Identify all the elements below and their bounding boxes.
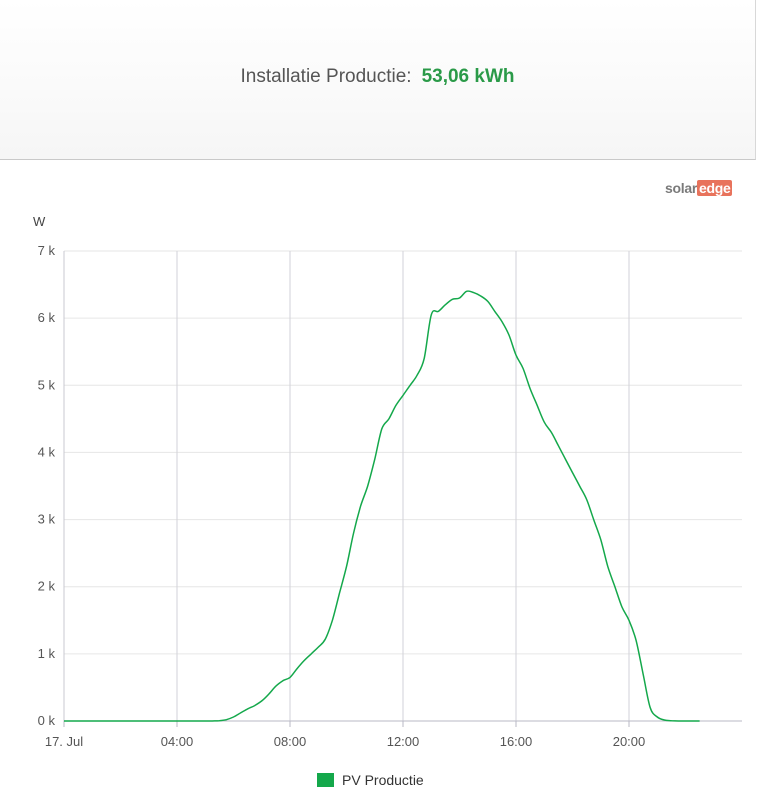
y-tick-label: 1 k xyxy=(38,646,56,661)
y-tick-label: 6 k xyxy=(38,310,56,325)
x-tick-label: 16:00 xyxy=(500,734,533,749)
production-value: 53,06 kWh xyxy=(421,66,515,87)
legend-swatch xyxy=(317,773,334,787)
x-tick-label: 17. Jul xyxy=(45,734,83,749)
y-axis-unit-label: W xyxy=(33,214,46,229)
logo-solar: solar xyxy=(665,180,697,196)
production-chart: 0 k 1 k 2 k 3 k 4 k 5 k 6 k 7 k 17. Jul 04:00 08:0… xyxy=(38,243,742,749)
y-tick-label: 5 k xyxy=(38,377,56,392)
series-line-pv-productie xyxy=(63,290,700,722)
solaredge-logo: solar edge xyxy=(665,180,733,196)
logo-edge: edge xyxy=(696,180,733,196)
x-tick-label: 12:00 xyxy=(387,734,420,749)
chart-legend[interactable]: PV Productie xyxy=(317,772,424,788)
legend-label-pv-productie: PV Productie xyxy=(342,772,424,788)
chart-tick-labels: 0 k 1 k 2 k 3 k 4 k 5 k 6 k 7 k 17. Jul 04:00 08:0… xyxy=(38,243,646,749)
x-tick-label: 04:00 xyxy=(161,734,194,749)
summary-header: Installatie Productie: 53,06 kWh xyxy=(0,0,756,160)
production-label: Installatie Productie: xyxy=(240,66,412,87)
y-tick-label: 0 k xyxy=(38,713,56,728)
y-tick-label: 7 k xyxy=(38,243,56,258)
y-tick-label: 4 k xyxy=(38,444,56,459)
x-tick-label: 08:00 xyxy=(274,734,307,749)
chart-plot-area xyxy=(63,290,700,722)
chart-grid xyxy=(64,250,742,721)
x-tick-label: 20:00 xyxy=(613,734,646,749)
y-tick-label: 3 k xyxy=(38,512,56,527)
y-tick-label: 2 k xyxy=(38,579,56,594)
installation-production-summary: Installatie Productie: 53,06 kWh xyxy=(0,66,755,88)
